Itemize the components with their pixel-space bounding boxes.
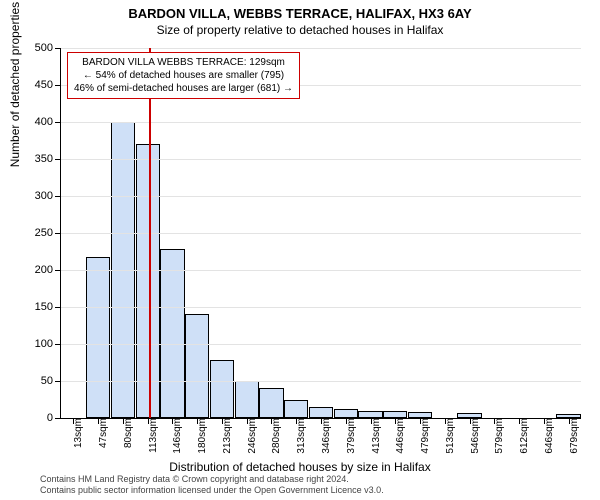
x-tick-label: 113sqm [148, 418, 159, 466]
gridline [61, 233, 581, 234]
x-tick-label: 80sqm [123, 418, 134, 466]
histogram-bar [284, 400, 308, 419]
y-tick [55, 270, 61, 271]
y-tick [55, 159, 61, 160]
histogram-bar [309, 407, 333, 418]
histogram-bar [160, 249, 184, 418]
x-tick-label: 246sqm [247, 418, 258, 466]
callout-line-3: 46% of semi-detached houses are larger (… [74, 82, 293, 95]
chart-subtitle: Size of property relative to detached ho… [0, 21, 600, 37]
y-tick-label: 0 [47, 412, 53, 424]
y-tick-label: 300 [35, 190, 53, 202]
histogram-bar [334, 409, 358, 418]
y-tick-label: 150 [35, 301, 53, 313]
callout-box: BARDON VILLA WEBBS TERRACE: 129sqm ← 54%… [67, 52, 300, 99]
histogram-bar [358, 411, 382, 418]
gridline [61, 307, 581, 308]
gridline [61, 270, 581, 271]
histogram-bar [259, 388, 283, 418]
x-tick-label: 679sqm [569, 418, 580, 466]
histogram-bar [210, 360, 234, 418]
y-tick-label: 350 [35, 153, 53, 165]
histogram-bar [185, 314, 209, 418]
x-tick-label: 479sqm [420, 418, 431, 466]
y-tick-label: 50 [41, 375, 53, 387]
x-tick-label: 546sqm [470, 418, 481, 466]
x-tick-label: 313sqm [296, 418, 307, 466]
callout-line-1: BARDON VILLA WEBBS TERRACE: 129sqm [74, 56, 293, 69]
y-tick [55, 418, 61, 419]
histogram-bar [86, 257, 110, 418]
y-tick-label: 250 [35, 227, 53, 239]
footer-line-2: Contains public sector information licen… [40, 485, 384, 496]
x-tick-label: 646sqm [544, 418, 555, 466]
x-tick-label: 213sqm [222, 418, 233, 466]
property-marker-line [149, 48, 151, 418]
x-tick-label: 413sqm [371, 418, 382, 466]
gridline [61, 196, 581, 197]
x-tick-label: 579sqm [494, 418, 505, 466]
y-tick [55, 307, 61, 308]
x-axis-label: Distribution of detached houses by size … [0, 460, 600, 474]
x-tick-label: 513sqm [445, 418, 456, 466]
y-tick-label: 100 [35, 338, 53, 350]
y-tick-label: 400 [35, 116, 53, 128]
y-tick [55, 196, 61, 197]
y-tick [55, 48, 61, 49]
plot-area: 05010015020025030035040045050013sqm47sqm… [60, 48, 581, 419]
footer-attribution: Contains HM Land Registry data © Crown c… [40, 474, 384, 497]
callout-line-2: ← 54% of detached houses are smaller (79… [74, 69, 293, 82]
y-axis-label: Number of detached properties [8, 2, 22, 167]
x-tick-label: 346sqm [321, 418, 332, 466]
x-tick-label: 446sqm [395, 418, 406, 466]
x-tick-label: 146sqm [172, 418, 183, 466]
y-tick [55, 344, 61, 345]
chart-container: BARDON VILLA, WEBBS TERRACE, HALIFAX, HX… [0, 0, 600, 500]
y-tick-label: 200 [35, 264, 53, 276]
footer-line-1: Contains HM Land Registry data © Crown c… [40, 474, 384, 485]
gridline [61, 344, 581, 345]
x-tick-label: 612sqm [519, 418, 530, 466]
histogram-bar [383, 411, 407, 418]
gridline [61, 122, 581, 123]
x-tick-label: 379sqm [346, 418, 357, 466]
y-tick-label: 450 [35, 79, 53, 91]
y-tick-label: 500 [35, 42, 53, 54]
gridline [61, 159, 581, 160]
histogram-bar [235, 381, 259, 418]
gridline [61, 381, 581, 382]
x-tick-label: 47sqm [98, 418, 109, 466]
x-tick-label: 280sqm [271, 418, 282, 466]
y-tick [55, 381, 61, 382]
histogram-bar [136, 144, 160, 418]
y-tick [55, 233, 61, 234]
x-tick-label: 13sqm [73, 418, 84, 466]
gridline [61, 48, 581, 49]
y-tick [55, 85, 61, 86]
y-tick [55, 122, 61, 123]
x-tick-label: 180sqm [197, 418, 208, 466]
chart-title: BARDON VILLA, WEBBS TERRACE, HALIFAX, HX… [0, 0, 600, 21]
